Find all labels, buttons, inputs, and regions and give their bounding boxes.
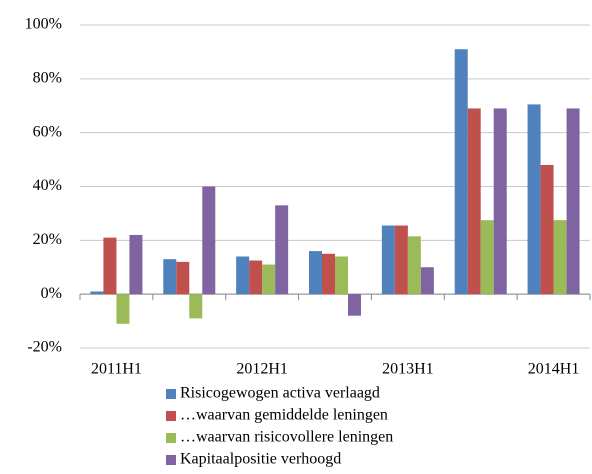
bar [249,260,263,295]
legend-swatch [166,455,176,465]
legend-swatch [166,411,176,421]
x-tick-label: 2012H1 [236,361,288,378]
bar [335,256,348,295]
bar [129,234,143,295]
bar [381,225,395,295]
bar [407,236,421,295]
bar [394,225,408,295]
bar [202,186,216,295]
y-tick-label: 40% [33,177,62,194]
x-tick-label: 2014H1 [528,361,580,378]
y-tick-label: 80% [33,70,62,87]
bar [480,220,494,295]
y-tick-label: -20% [27,339,62,356]
y-tick-label: 100% [25,16,62,33]
bar [566,108,580,295]
bar [348,294,361,316]
y-tick-label: 20% [33,231,62,248]
legend-swatch [166,389,176,399]
bar [527,104,541,295]
bar [454,49,468,295]
bar [467,108,481,295]
bar [189,294,203,319]
bar [163,259,177,295]
y-tick-label: 60% [33,123,62,140]
legend-label: …waarvan gemiddelde leningen [180,407,388,424]
bar [540,164,554,295]
bar [553,220,567,295]
x-tick-label: 2013H1 [382,361,434,378]
legend-label: Kapitaalpositie verhoogd [180,451,341,468]
legend-label: …waarvan risicovollere leningen [180,429,393,446]
bar [420,267,434,295]
bar [176,261,190,295]
bar [236,256,250,295]
legend-label: Risicogewogen activa verlaagd [180,385,380,402]
y-tick-label: 0% [41,285,62,302]
bar [262,264,276,295]
bar [116,294,130,324]
bar [309,251,322,295]
x-tick-label: 2011H1 [91,361,142,378]
bar [493,108,507,295]
legend-swatch [166,433,176,443]
bar [322,253,335,295]
bar [275,205,289,295]
bar [90,291,104,295]
bar [103,237,117,295]
